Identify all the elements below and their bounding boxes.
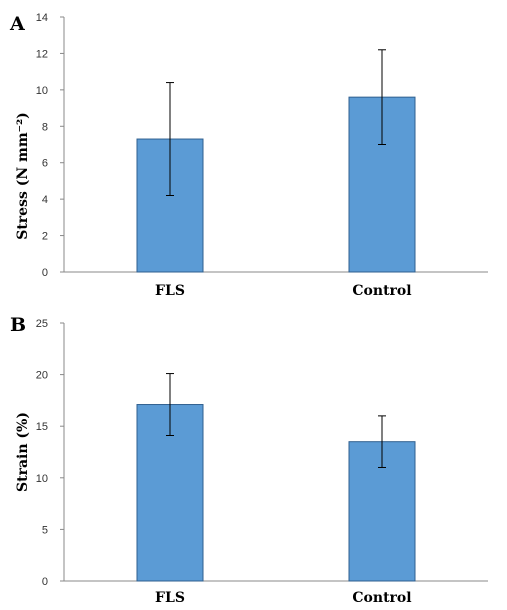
panel-b-chart: B Strain (%) 0 5 10 15 20 25 FLS Control (10, 314, 488, 606)
panel-a-category-label-control: Control (352, 283, 411, 299)
panel-a-marks: 0 2 4 6 8 10 12 14 FLS Control (36, 12, 488, 299)
panel-a-y-tick-label: 0 (42, 267, 48, 279)
panel-b-y-tick-label: 0 (42, 576, 48, 588)
panel-a-y-tick-label: 10 (36, 85, 48, 97)
panel-a-category-label-fls: FLS (155, 283, 185, 299)
panel-a-y-axis-label: Stress (N mm⁻²) (15, 112, 31, 240)
panel-a-y-tick-label: 4 (42, 194, 48, 206)
panel-a-y-tick-label: 14 (36, 12, 48, 24)
panel-b-y-tick-label: 15 (36, 421, 48, 433)
panel-b-category-label-control: Control (352, 590, 411, 606)
panel-a-y-tick-label: 12 (36, 48, 48, 60)
panel-b-y-tick-label: 5 (42, 524, 48, 536)
panel-a-chart: A Stress (N mm⁻²) 0 2 4 6 8 10 12 14 FLS Control (9, 12, 488, 299)
panel-a-y-tick-label: 8 (42, 121, 48, 133)
panel-b-y-axis-label: Strain (%) (15, 412, 31, 492)
panel-b-category-label-fls: FLS (155, 590, 185, 606)
panel-a-y-tick-label: 6 (42, 158, 48, 170)
panel-b-y-tick-label: 20 (36, 370, 48, 382)
panel-a-label: A (9, 13, 25, 35)
panel-b-y-tick-label: 25 (36, 318, 48, 330)
panel-b-y-tick-label: 10 (36, 473, 48, 485)
panel-b-label: B (10, 314, 26, 336)
panel-a-y-tick-label: 2 (42, 231, 48, 243)
panel-b-marks: 0 5 10 15 20 25 FLS Control (36, 318, 488, 606)
